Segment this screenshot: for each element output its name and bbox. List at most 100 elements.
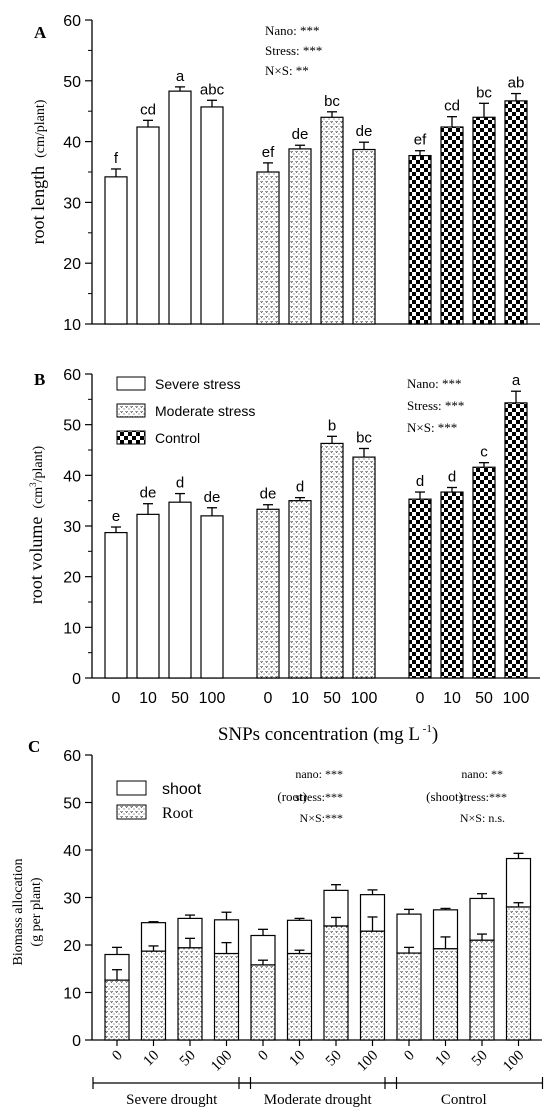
panel-c-y-tick-label: 40 xyxy=(63,843,81,860)
panel-c-x-tick-label: 100 xyxy=(354,1048,381,1075)
panel-b-bar xyxy=(288,500,312,679)
panel-a-significance-letter: ab xyxy=(508,75,525,92)
panel-a-stat-interaction: N×S: ** xyxy=(265,63,309,78)
panel-c-root-bar xyxy=(140,950,167,1041)
panel-a-significance-letter: bc xyxy=(476,84,492,101)
panel-b-bar xyxy=(408,498,432,679)
panel-a-bar xyxy=(200,106,224,325)
panel-b-significance-letter: d xyxy=(176,475,184,492)
panel-a-stat-stress: Stress: *** xyxy=(265,43,322,58)
panel-c-root-bar xyxy=(505,906,532,1041)
panel-b-legend: Severe stress Moderate stress Control xyxy=(116,376,255,446)
panel-b-x-axis-label: SNPs concentration (mg L -1) xyxy=(218,723,438,745)
legend-swatch-control xyxy=(116,430,146,445)
panel-c-y-tick-label: 20 xyxy=(63,938,81,955)
panel-c-group-label: Control xyxy=(441,1092,487,1108)
panel-c-x-tick-label: 50 xyxy=(323,1048,345,1070)
panel-c-root-bar xyxy=(104,979,130,1041)
panel-b-significance-letter: de xyxy=(140,485,157,502)
panel-b-y-tick-label: 10 xyxy=(63,620,81,637)
panel-a-bar xyxy=(320,116,344,325)
panel-a-ylabel-unit: (cm/plant) xyxy=(33,99,48,158)
panel-a-bar xyxy=(440,126,464,325)
panel-c-x-tick-label: 0 xyxy=(401,1048,418,1065)
x-axis-label-sup: -1 xyxy=(420,723,432,735)
panel-c: C Biomass allocation (g per plant) 0 10 20… xyxy=(11,737,544,1108)
panel-a-bar xyxy=(352,148,376,325)
panel-c-root-label: (root) xyxy=(277,789,307,804)
panel-c-shoot-stat-nano: nano: ** xyxy=(461,767,503,781)
panel-c-y-tick-label: 30 xyxy=(63,891,81,908)
panel-a-bar xyxy=(256,171,280,325)
panel-c-x-tick-label: 50 xyxy=(177,1048,199,1070)
panel-b-significance-letter: d xyxy=(448,468,456,485)
panel-a-ylabel-main: root length xyxy=(28,166,48,245)
panel-c-legend: shoot Root xyxy=(116,780,202,822)
panel-b-stat-stress: Stress: *** xyxy=(407,398,464,413)
panel-a: A root length (cm/plant) 10 20 30 40 50 60 f c… xyxy=(28,13,540,334)
panel-c-y-tick-label: 60 xyxy=(63,748,81,765)
panel-a-significance-letter: de xyxy=(356,123,373,140)
panel-b-x-tick-label: 0 xyxy=(112,690,121,707)
legend-swatch-root xyxy=(116,804,147,820)
panel-b-x-tick-label: 0 xyxy=(416,690,425,707)
panel-b-significance-letter: a xyxy=(512,372,521,389)
panel-b-x-tick-label: 100 xyxy=(503,690,530,707)
panel-a-y-tick-label: 20 xyxy=(63,256,81,273)
panel-b-significance-letter: bc xyxy=(356,429,372,446)
panel-c-root-bar xyxy=(213,952,240,1041)
panel-b-x-tick-label: 50 xyxy=(475,690,493,707)
panel-b-stat-interaction: N×S: *** xyxy=(407,420,457,435)
panel-c-shoot-stat-interaction: N×S: n.s. xyxy=(460,811,505,825)
panel-b-bar xyxy=(472,466,496,679)
x-axis-label-text: SNPs concentration (mg L xyxy=(218,724,420,745)
panel-b-y-tick-label: 20 xyxy=(63,570,81,587)
panel-c-x-tick-label: 10 xyxy=(432,1048,454,1070)
panel-b-significance-letter: b xyxy=(328,417,336,434)
panel-b-ylabel-main: root volume xyxy=(26,517,46,605)
panel-b-bar xyxy=(168,501,192,679)
panel-c-stats-shoot: nano: ** (shoot) stress:*** N×S: n.s. xyxy=(426,767,507,825)
panel-b-significance-letter: e xyxy=(112,508,120,525)
panel-a-y-tick-label: 50 xyxy=(63,74,81,91)
panel-b-y-tick-label: 40 xyxy=(63,468,81,485)
panel-a-y-axis-label: root length (cm/plant) xyxy=(28,99,48,244)
panel-b-significance-letter: de xyxy=(204,489,221,506)
panel-b-x-tick-label: 50 xyxy=(323,690,341,707)
panel-b-significance-letter: de xyxy=(260,486,277,503)
panel-a-bar xyxy=(408,154,432,325)
panel-c-root-bar xyxy=(432,948,459,1041)
legend-label-root: Root xyxy=(162,805,194,822)
legend-swatch-moderate xyxy=(116,403,146,418)
panel-c-group-label: Moderate drought xyxy=(264,1092,373,1108)
legend-swatch-shoot xyxy=(116,780,147,796)
panel-c-x-tick-label: 100 xyxy=(208,1048,235,1075)
panel-a-stat-nano: Nano: *** xyxy=(265,23,320,38)
panel-c-shoot-bar xyxy=(286,919,313,955)
panel-a-bar xyxy=(288,148,312,325)
panel-a-bar xyxy=(136,126,160,325)
panel-b-ylabel-sup: 3 xyxy=(28,482,38,487)
legend-label-control: Control xyxy=(155,430,200,446)
panel-b-x-tick-label: 10 xyxy=(443,690,461,707)
panel-a-letter: A xyxy=(34,23,47,42)
panel-a-significance-letter: ef xyxy=(414,132,427,149)
panel-c-y-tick-label: 10 xyxy=(63,986,81,1003)
panel-c-x-tick-label: 50 xyxy=(469,1048,491,1070)
panel-c-root-stat-nano: nano: *** xyxy=(295,767,343,781)
panel-c-group-label: Severe drought xyxy=(126,1092,218,1108)
panel-a-bar xyxy=(168,90,192,325)
panel-b-bar xyxy=(104,531,128,679)
panel-c-root-bar xyxy=(469,939,495,1041)
panel-c-stats-root: nano: *** (root) stress:*** N×S:*** xyxy=(277,767,343,825)
panel-b-x-tick-label: 10 xyxy=(291,690,309,707)
panel-a-bar xyxy=(104,176,128,325)
panel-b-bar xyxy=(440,491,464,679)
panel-c-x-tick-label: 10 xyxy=(140,1048,162,1070)
panel-b-x-tick-label: 50 xyxy=(171,690,189,707)
panel-c-shoot-label: (shoot) xyxy=(426,789,463,804)
panel-a-significance-letter: abc xyxy=(200,81,225,98)
panel-b-stat-nano: Nano: *** xyxy=(407,376,462,391)
panel-b-significance-letter: d xyxy=(416,473,424,490)
